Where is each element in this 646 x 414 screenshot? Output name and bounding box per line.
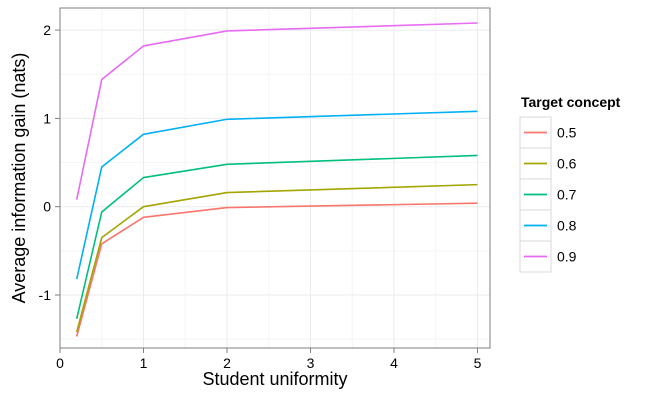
series-line-0-7 <box>75 154 478 320</box>
x-axis-ticks: 0 1 2 3 4 5 <box>56 348 482 371</box>
legend-item: 0.5 <box>519 116 577 149</box>
minor-grid <box>60 8 490 348</box>
legend-item: 0.8 <box>519 209 577 242</box>
legend-items: 0.5 0.6 0.7 0.8 0.9 <box>519 116 577 273</box>
legend-item: 0.6 <box>519 147 577 180</box>
legend-label: 0.9 <box>557 249 577 265</box>
x-tick-label: 3 <box>307 355 315 371</box>
panel-background <box>60 8 490 348</box>
legend-item: 0.9 <box>519 240 577 273</box>
legend-title: Target concept <box>521 94 621 110</box>
legend-label: 0.6 <box>557 156 577 172</box>
series-lines <box>75 22 478 337</box>
y-tick-label: -1 <box>39 287 52 303</box>
x-axis-title: Student uniformity <box>202 369 347 389</box>
y-tick-label: 2 <box>43 22 51 38</box>
x-tick-label: 1 <box>140 355 148 371</box>
y-tick-label: 1 <box>43 110 51 126</box>
legend: Target concept 0.5 0.6 0.7 0.8 0.9 <box>519 94 621 273</box>
x-tick-label: 2 <box>223 355 231 371</box>
series-line-0-9 <box>75 22 478 200</box>
legend-label: 0.8 <box>557 218 577 234</box>
series-line-0-8 <box>75 110 478 280</box>
x-tick-label: 0 <box>56 355 64 371</box>
legend-item: 0.7 <box>519 178 577 211</box>
series-line-0-5 <box>75 202 478 337</box>
y-tick-label: 0 <box>43 199 51 215</box>
y-axis-title: Average information gain (nats) <box>9 53 29 304</box>
panel-border <box>59 7 491 349</box>
legend-label: 0.7 <box>557 187 577 203</box>
y-axis-ticks: -1 0 1 2 <box>39 22 60 303</box>
series-line-0-6 <box>75 183 478 333</box>
x-tick-label: 4 <box>390 355 398 371</box>
legend-label: 0.5 <box>557 125 577 141</box>
x-tick-label: 5 <box>474 355 482 371</box>
